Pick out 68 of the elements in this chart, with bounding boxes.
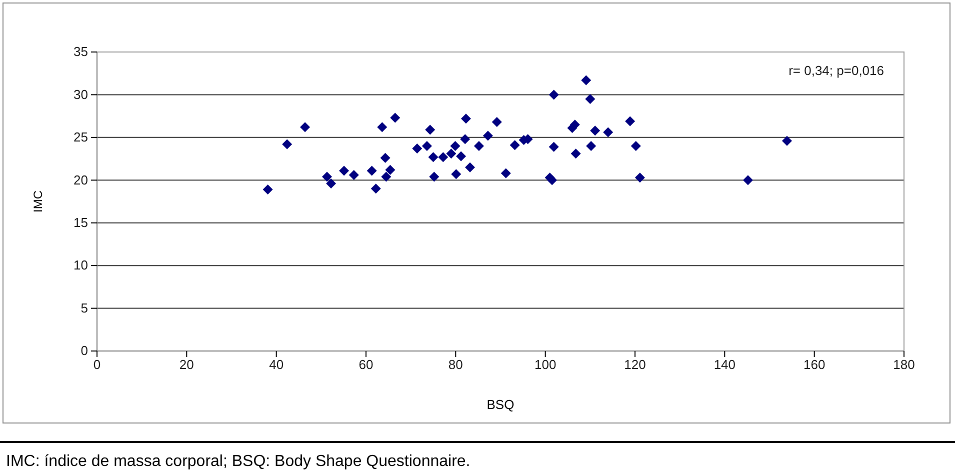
point xyxy=(474,140,484,151)
point xyxy=(390,112,400,123)
point xyxy=(326,178,336,189)
point xyxy=(366,166,377,176)
point xyxy=(456,151,466,162)
point xyxy=(742,175,753,186)
point xyxy=(370,184,381,194)
x-axis-title: BSQ xyxy=(486,397,514,412)
x-tick-label: 20 xyxy=(179,357,194,372)
x-tick-label: 160 xyxy=(803,357,826,372)
point xyxy=(429,172,440,182)
x-tick-label: 180 xyxy=(893,357,915,372)
text: IMC: índice de massa corporal; BSQ: Body Shape Questionnaire. xyxy=(6,453,470,470)
point xyxy=(548,90,559,100)
point xyxy=(385,164,396,175)
annotation: r= 0,34; p=0,016 xyxy=(788,63,884,78)
point xyxy=(380,152,390,163)
point xyxy=(570,148,581,159)
point xyxy=(428,152,438,162)
y-tick-label: 25 xyxy=(74,130,88,145)
point xyxy=(438,152,448,162)
point xyxy=(425,124,436,135)
point xyxy=(500,168,511,178)
y-tick-label: 0 xyxy=(80,343,88,358)
point xyxy=(581,75,592,86)
x-tick-label: 60 xyxy=(358,357,374,372)
y-tick-label: 15 xyxy=(74,215,88,230)
point xyxy=(300,122,310,132)
y-tick-label: 30 xyxy=(74,86,88,102)
point xyxy=(339,166,350,176)
y-tick-label: 20 xyxy=(74,172,88,188)
point xyxy=(547,175,558,186)
point xyxy=(625,116,636,126)
point xyxy=(782,136,792,146)
point xyxy=(412,144,422,154)
point xyxy=(450,140,460,151)
point xyxy=(586,140,596,151)
point xyxy=(482,130,493,141)
point xyxy=(381,172,392,182)
x-tick-label: 0 xyxy=(93,357,101,372)
y-tick-label: 5 xyxy=(80,300,88,316)
x-tick-label: 140 xyxy=(714,357,736,372)
point xyxy=(603,127,614,138)
point xyxy=(282,139,292,150)
x-tick-label: 120 xyxy=(624,357,646,372)
point xyxy=(492,117,502,128)
y-axis-title: IMC xyxy=(31,190,45,212)
x-tick-label: 40 xyxy=(269,357,284,372)
point xyxy=(634,172,645,183)
point xyxy=(630,140,641,151)
point xyxy=(446,148,456,159)
x-tick-label: 80 xyxy=(448,357,463,372)
point xyxy=(465,162,476,172)
point xyxy=(460,114,471,124)
point xyxy=(460,134,470,144)
point xyxy=(422,140,432,151)
point xyxy=(510,140,520,150)
y-tick-label: 35 xyxy=(74,44,88,60)
point xyxy=(590,126,600,136)
point xyxy=(322,172,332,182)
point xyxy=(585,94,596,104)
point xyxy=(262,184,273,195)
point xyxy=(548,142,559,152)
point xyxy=(451,169,462,180)
point xyxy=(377,122,388,132)
point xyxy=(348,170,359,180)
x-tick-label: 100 xyxy=(534,357,556,372)
y-tick-label: 10 xyxy=(74,258,88,273)
